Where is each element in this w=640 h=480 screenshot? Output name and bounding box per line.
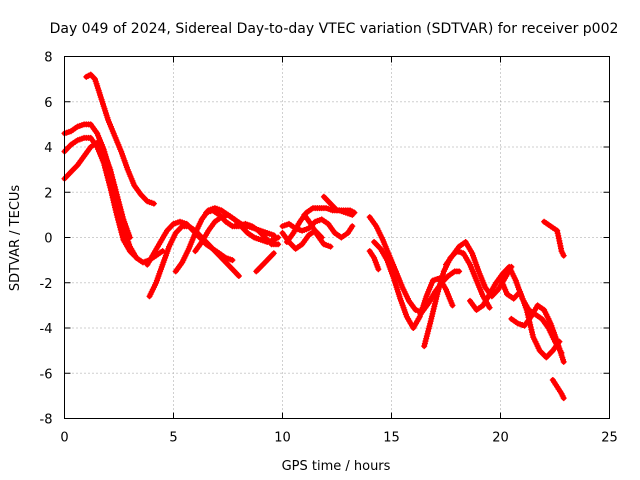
series-markers bbox=[541, 218, 567, 259]
series-layer bbox=[61, 71, 567, 402]
x-tick-label: 0 bbox=[60, 431, 68, 446]
series-arc-24 bbox=[541, 218, 567, 259]
series-markers bbox=[83, 71, 157, 207]
series-arc-18 bbox=[366, 248, 382, 273]
series-markers bbox=[203, 207, 282, 248]
series-arc-9 bbox=[203, 207, 282, 248]
series-arc-14 bbox=[301, 211, 334, 250]
series-arc-1 bbox=[83, 71, 157, 207]
y-tick-label: 0 bbox=[44, 232, 52, 247]
y-tick-label: -4 bbox=[40, 322, 53, 337]
chart-title: Day 049 of 2024, Sidereal Day-to-day VTE… bbox=[50, 21, 619, 37]
y-tick-label: 8 bbox=[44, 51, 52, 66]
x-tick-label: 25 bbox=[601, 431, 618, 446]
x-tick-label: 20 bbox=[492, 431, 509, 446]
y-tick-label: 4 bbox=[44, 141, 52, 156]
series-markers bbox=[549, 377, 567, 402]
y-tick-label: -6 bbox=[40, 367, 53, 382]
series-arc-6 bbox=[144, 218, 236, 268]
y-axis-label: SDTVAR / TECUs bbox=[8, 185, 23, 292]
series-markers bbox=[366, 248, 382, 273]
y-tick-label: -8 bbox=[40, 413, 53, 428]
y-tick-label: 6 bbox=[44, 96, 52, 111]
series-markers bbox=[253, 250, 277, 275]
x-tick-label: 5 bbox=[169, 431, 177, 446]
series-markers bbox=[301, 211, 334, 250]
ticks-layer: 0 5 10 15 20 25 -8 -6 -4 -2 0 2 4 6 8 bbox=[40, 51, 618, 446]
series-arc-25 bbox=[549, 377, 567, 402]
series-markers bbox=[279, 216, 356, 241]
x-axis-label: GPS time / hours bbox=[282, 459, 391, 474]
series-markers bbox=[320, 193, 358, 216]
series-markers bbox=[144, 218, 236, 268]
series-arc-10 bbox=[253, 250, 277, 275]
series-markers bbox=[497, 275, 563, 361]
series-markers bbox=[371, 239, 456, 331]
plot-frame bbox=[64, 56, 610, 419]
x-tick-label: 15 bbox=[383, 431, 400, 446]
y-tick-label: 2 bbox=[44, 186, 52, 201]
series-arc-15 bbox=[320, 193, 358, 216]
y-tick-label: -2 bbox=[40, 277, 53, 292]
series-arc-23 bbox=[497, 275, 563, 361]
x-tick-label: 10 bbox=[274, 431, 291, 446]
series-arc-3 bbox=[61, 134, 138, 259]
